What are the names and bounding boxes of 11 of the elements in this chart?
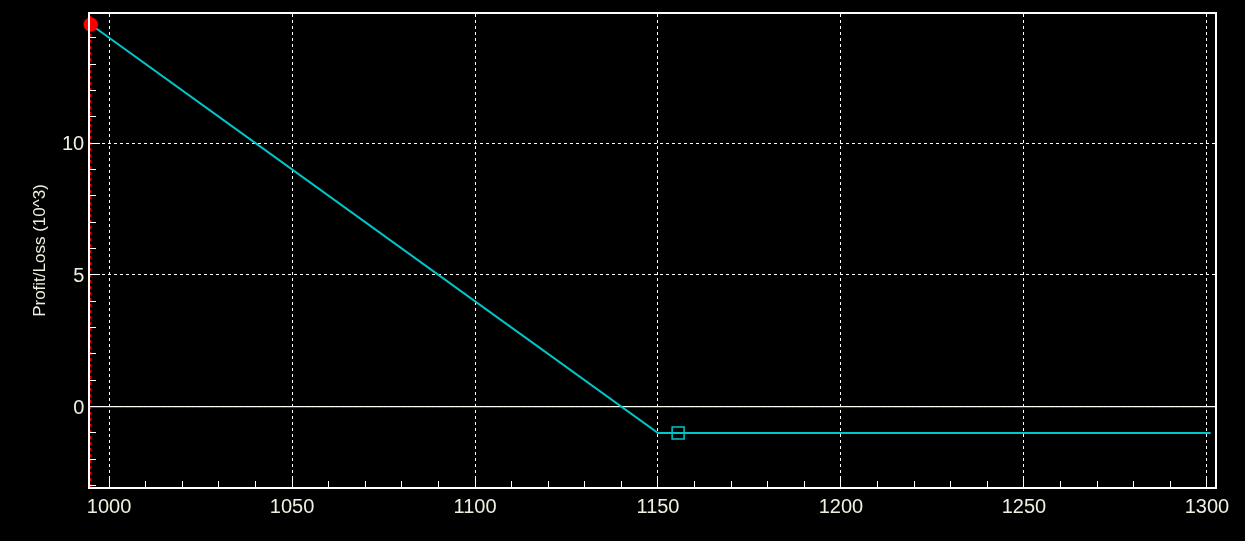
y-axis-title: Profit/Loss (10^3) [30,184,50,317]
y-tick-label: 0 [73,395,85,418]
x-tick-label: 1150 [636,494,680,517]
x-tick-label: 1200 [818,494,864,517]
x-tick-label: 1000 [86,494,132,517]
y-tick-label: 10 [62,132,85,155]
y-tick-label: 5 [73,263,85,286]
x-tick-label: 1050 [269,494,315,517]
x-tick-label: 1300 [1184,494,1230,517]
x-tick-label: 1100 [453,494,497,517]
x-tick-label: 1250 [1001,494,1047,517]
